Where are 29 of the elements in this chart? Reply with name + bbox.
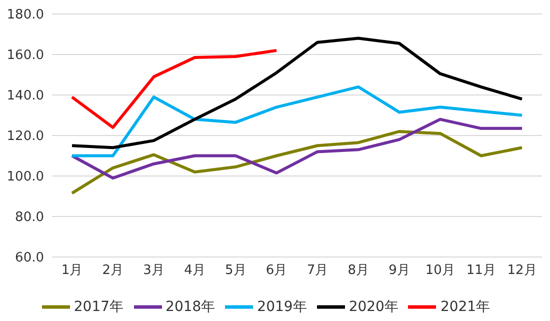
x-tick-label: 9月 xyxy=(388,263,410,278)
legend-label: 2017年 xyxy=(74,298,124,315)
x-tick-label: 4月 xyxy=(184,263,206,278)
line-series xyxy=(70,130,524,195)
y-tick-label: 140.0 xyxy=(6,88,44,104)
legend-label: 2018年 xyxy=(166,298,216,315)
y-tick-label: 80.0 xyxy=(15,210,44,226)
legend-label: 2020年 xyxy=(348,298,398,315)
line-series xyxy=(70,36,524,150)
x-tick-label: 2月 xyxy=(102,263,124,278)
x-tick-label: 10月 xyxy=(425,263,455,278)
y-tick-label: 180.0 xyxy=(6,8,44,23)
line-series xyxy=(70,118,524,180)
y-tick-label: 100.0 xyxy=(6,170,44,185)
x-tick-label: 11月 xyxy=(466,263,496,278)
x-tick-label: 5月 xyxy=(224,263,246,278)
legend-label: 2019年 xyxy=(257,298,307,315)
x-tick-label: 7月 xyxy=(306,263,328,278)
x-tick-label: 1月 xyxy=(61,263,83,278)
x-tick-label: 6月 xyxy=(266,263,288,278)
y-tick-label: 60.0 xyxy=(15,250,44,266)
y-tick-label: 160.0 xyxy=(6,48,44,64)
y-tick-label: 120.0 xyxy=(6,129,44,144)
x-tick-label: 12月 xyxy=(507,263,537,278)
x-tick-label: 3月 xyxy=(143,263,164,278)
legend-label: 2021年 xyxy=(440,298,490,315)
x-tick-label: 8月 xyxy=(348,263,370,278)
line-series xyxy=(70,85,524,158)
line-series xyxy=(70,48,278,129)
